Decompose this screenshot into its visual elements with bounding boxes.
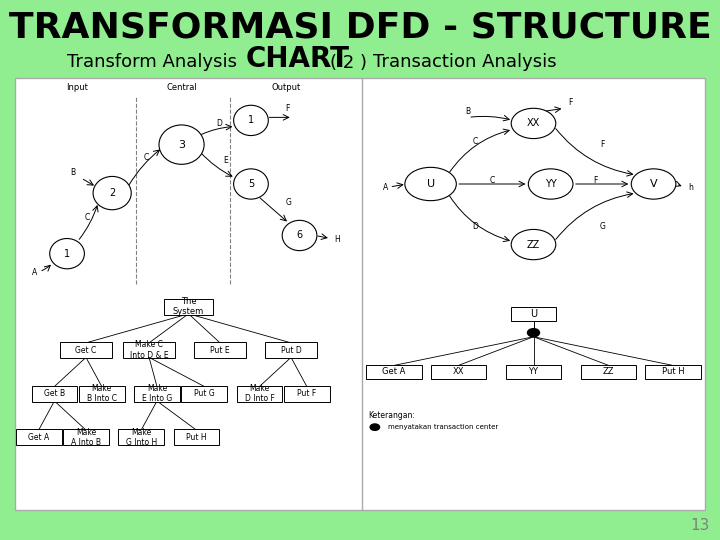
Text: G: G <box>286 198 292 207</box>
Circle shape <box>528 329 539 337</box>
FancyBboxPatch shape <box>284 386 330 402</box>
Text: C: C <box>472 137 478 146</box>
Text: 3: 3 <box>178 140 185 150</box>
Circle shape <box>282 220 317 251</box>
Text: B: B <box>71 168 76 177</box>
Text: CHART: CHART <box>246 45 350 73</box>
Text: Make
E Into G: Make E Into G <box>142 384 172 403</box>
Text: U: U <box>426 179 435 189</box>
Text: ( 2 ): ( 2 ) <box>330 54 366 72</box>
FancyBboxPatch shape <box>431 364 486 379</box>
Text: Make C
Into D & E: Make C Into D & E <box>130 340 168 360</box>
FancyBboxPatch shape <box>60 342 112 358</box>
Text: Output: Output <box>271 83 300 92</box>
Ellipse shape <box>405 167 456 201</box>
Circle shape <box>370 424 379 430</box>
Text: Put E: Put E <box>210 346 230 355</box>
Text: A: A <box>32 268 37 277</box>
Text: Central: Central <box>166 83 197 92</box>
Text: Make
B Into C: Make B Into C <box>86 384 117 403</box>
Text: Make
A Into B: Make A Into B <box>71 428 101 447</box>
Circle shape <box>50 239 84 269</box>
FancyBboxPatch shape <box>174 429 220 445</box>
FancyBboxPatch shape <box>366 364 422 379</box>
Text: h: h <box>688 183 693 192</box>
FancyBboxPatch shape <box>79 386 125 402</box>
Text: F: F <box>600 140 604 149</box>
Text: Put H: Put H <box>662 367 684 376</box>
Ellipse shape <box>631 169 676 199</box>
Text: Get A: Get A <box>382 367 406 376</box>
FancyBboxPatch shape <box>32 386 77 402</box>
Text: TRANSFORMASI DFD - STRUCTURE: TRANSFORMASI DFD - STRUCTURE <box>9 11 711 45</box>
Text: menyatakan transaction center: menyatakan transaction center <box>388 424 498 430</box>
Text: 5: 5 <box>248 179 254 189</box>
FancyBboxPatch shape <box>164 299 213 314</box>
Text: Get C: Get C <box>76 346 96 355</box>
Ellipse shape <box>528 169 573 199</box>
Text: G: G <box>599 222 605 231</box>
Text: ZZ: ZZ <box>527 240 540 249</box>
Text: Transform Analysis: Transform Analysis <box>67 53 237 71</box>
Text: Make
G Into H: Make G Into H <box>125 428 157 447</box>
Text: H: H <box>334 234 340 244</box>
FancyBboxPatch shape <box>511 307 556 321</box>
Text: E: E <box>223 156 228 165</box>
Text: 13: 13 <box>690 517 710 532</box>
Text: C: C <box>490 177 495 185</box>
Text: Transaction Analysis: Transaction Analysis <box>373 53 557 71</box>
FancyBboxPatch shape <box>505 364 562 379</box>
Text: XX: XX <box>527 118 540 129</box>
Text: Make
D Into F: Make D Into F <box>245 384 274 403</box>
Text: ZZ: ZZ <box>603 367 614 376</box>
FancyBboxPatch shape <box>194 342 246 358</box>
Text: Get A: Get A <box>28 433 49 442</box>
Text: Put F: Put F <box>297 389 316 398</box>
Text: YY: YY <box>528 367 539 376</box>
Text: 2: 2 <box>109 188 115 198</box>
FancyBboxPatch shape <box>181 386 227 402</box>
Text: XX: XX <box>453 367 464 376</box>
FancyBboxPatch shape <box>15 78 705 510</box>
Ellipse shape <box>511 109 556 139</box>
FancyBboxPatch shape <box>134 386 180 402</box>
Text: The
System: The System <box>173 297 204 316</box>
Text: Put H: Put H <box>186 433 207 442</box>
Text: YY: YY <box>545 179 557 189</box>
Text: F: F <box>568 98 572 107</box>
Circle shape <box>159 125 204 164</box>
FancyBboxPatch shape <box>580 364 636 379</box>
Text: C: C <box>84 213 90 222</box>
Text: Put G: Put G <box>194 389 215 398</box>
Text: V: V <box>649 179 657 189</box>
Text: F: F <box>593 177 598 185</box>
Text: Keterangan:: Keterangan: <box>369 411 415 420</box>
FancyBboxPatch shape <box>645 364 701 379</box>
FancyBboxPatch shape <box>63 429 109 445</box>
Text: F: F <box>286 104 290 113</box>
Text: D: D <box>216 119 222 129</box>
Text: Input: Input <box>66 83 89 92</box>
Text: Get B: Get B <box>44 389 65 398</box>
Circle shape <box>93 177 131 210</box>
Text: 6: 6 <box>297 231 302 240</box>
Circle shape <box>233 169 269 199</box>
FancyBboxPatch shape <box>16 429 61 445</box>
FancyBboxPatch shape <box>237 386 282 402</box>
FancyBboxPatch shape <box>265 342 317 358</box>
Text: U: U <box>530 309 537 319</box>
Circle shape <box>233 105 269 136</box>
Text: 1: 1 <box>248 116 254 125</box>
FancyBboxPatch shape <box>118 429 164 445</box>
Ellipse shape <box>511 230 556 260</box>
FancyBboxPatch shape <box>123 342 175 358</box>
Text: Put D: Put D <box>281 346 302 355</box>
Text: C: C <box>143 153 148 162</box>
Text: B: B <box>465 107 470 116</box>
Text: 1: 1 <box>64 248 70 259</box>
Text: A: A <box>382 183 388 192</box>
Text: D: D <box>472 222 478 231</box>
